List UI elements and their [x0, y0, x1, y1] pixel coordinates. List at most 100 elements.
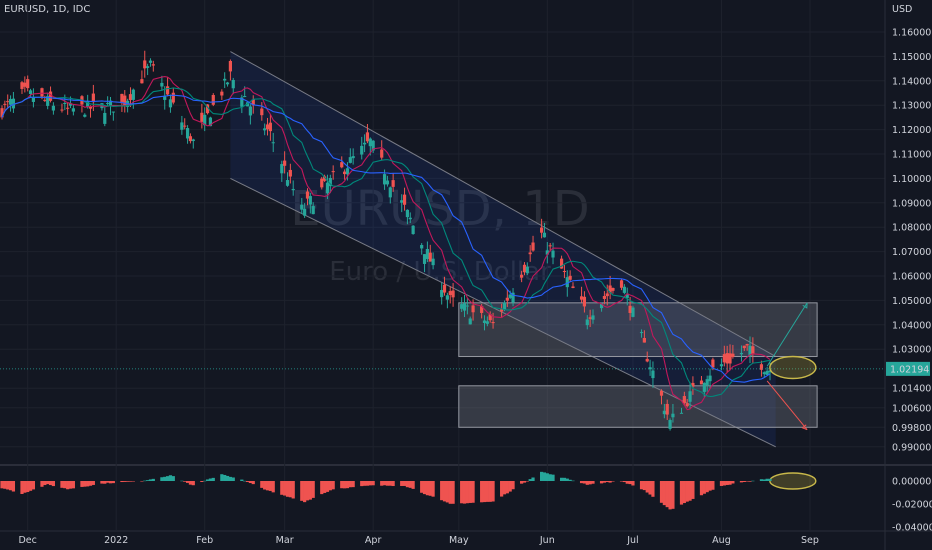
histogram-bar — [728, 481, 732, 485]
candle-body — [645, 358, 649, 362]
time-tick-label: 2022 — [104, 535, 128, 546]
candle-body — [440, 289, 444, 298]
candle-body — [211, 94, 215, 105]
candle-body — [340, 162, 344, 168]
candle-body — [668, 420, 672, 429]
candle-body — [731, 353, 735, 357]
histogram-bar — [471, 481, 475, 503]
histogram-bar — [542, 472, 547, 481]
price-tick-label: 1.09000 — [892, 198, 931, 209]
histogram-bar — [662, 481, 666, 506]
candle-body — [445, 295, 449, 300]
candle-body — [465, 305, 469, 307]
candle-body — [43, 99, 47, 101]
symbol-header[interactable]: EURUSD, 1D, IDC — [4, 4, 90, 15]
candle-body — [665, 403, 669, 415]
candle-body — [205, 104, 210, 114]
time-tick-label: Dec — [18, 535, 36, 546]
histogram-bar — [151, 478, 155, 481]
histogram-bar — [462, 481, 467, 504]
histogram-bar — [180, 480, 184, 482]
candle-body — [382, 174, 387, 185]
candle-body — [702, 382, 706, 392]
projection-up — [766, 302, 808, 367]
candle-body — [428, 252, 432, 262]
histogram-bar — [420, 481, 424, 493]
time-axis[interactable]: Dec 2022 Feb Mar Apr May Jun Jul Aug Sep — [18, 535, 818, 546]
price-axis[interactable]: USD 1.16000 1.15000 1.14000 1.13000 1.12000 1… — [892, 4, 932, 534]
histogram-bar — [528, 479, 532, 481]
histogram-bar — [183, 481, 187, 482]
histogram-bar — [525, 481, 529, 482]
histogram-bar — [625, 481, 629, 484]
candle-body — [308, 196, 312, 205]
histogram-bar — [31, 481, 36, 490]
candle-body — [460, 304, 464, 309]
candle-body — [106, 102, 110, 104]
histogram-bar — [140, 481, 144, 482]
histogram-bar — [103, 481, 107, 484]
histogram-bar — [245, 481, 250, 482]
candle-body — [505, 297, 509, 301]
candle-body — [120, 93, 124, 104]
price-tick-label: 1.05000 — [892, 296, 931, 307]
candle-body — [679, 412, 684, 414]
candle-body — [0, 108, 4, 118]
price-tick-label: 1.13000 — [892, 101, 931, 112]
candle-body — [66, 107, 70, 109]
candle-body — [522, 264, 527, 273]
candle-body — [548, 245, 552, 247]
histogram-bar — [351, 481, 355, 488]
candle-body — [671, 413, 675, 418]
histogram-bar — [545, 473, 549, 481]
histogram-bar — [68, 481, 73, 489]
indicator-highlight-ellipse — [769, 472, 817, 490]
histogram-bar — [225, 475, 230, 481]
candle-body — [71, 108, 75, 112]
time-tick-label: Sep — [801, 535, 819, 546]
time-tick-label: Aug — [712, 535, 731, 546]
histogram-bar — [579, 481, 584, 484]
candle-body — [582, 296, 587, 307]
candle-body — [151, 64, 155, 66]
candle-body — [405, 209, 410, 218]
candle-body — [662, 410, 666, 415]
channel-fill — [230, 51, 776, 447]
histogram-bar — [200, 481, 204, 482]
histogram-bar — [46, 481, 50, 485]
histogram-bar — [100, 481, 104, 484]
histogram-bar — [520, 481, 524, 484]
candle-body — [642, 338, 646, 343]
candle-body — [26, 79, 30, 89]
histogram-bar — [642, 481, 646, 491]
histogram-bar — [300, 481, 304, 501]
candle-body — [188, 136, 193, 142]
histogram-bar — [448, 481, 452, 504]
currency-label: USD — [892, 4, 912, 15]
zones-layer — [230, 51, 818, 448]
price-tick-label: 0.99800 — [892, 423, 931, 434]
candle-body — [128, 94, 133, 101]
candle-body — [588, 317, 592, 319]
histogram-bar — [565, 478, 569, 481]
histogram-bar — [320, 481, 324, 495]
histogram-bar — [708, 481, 712, 491]
histogram-bar — [288, 481, 292, 498]
candle-body — [6, 101, 10, 103]
histogram-bar — [551, 474, 555, 481]
histogram-bar — [362, 481, 367, 486]
histogram-bar — [751, 480, 755, 482]
candle-body — [265, 124, 270, 130]
price-tick-label: 1.01400 — [892, 384, 931, 395]
candle-body — [765, 370, 769, 375]
histogram-bar — [522, 481, 527, 483]
histogram-bar — [405, 481, 410, 488]
candle-body — [60, 109, 64, 111]
histogram-bar — [126, 481, 130, 482]
candle-body — [163, 95, 167, 100]
histogram-bar — [271, 481, 275, 493]
histogram-bar — [185, 481, 190, 483]
histogram-bar — [43, 481, 47, 486]
histogram-bar — [360, 481, 364, 487]
